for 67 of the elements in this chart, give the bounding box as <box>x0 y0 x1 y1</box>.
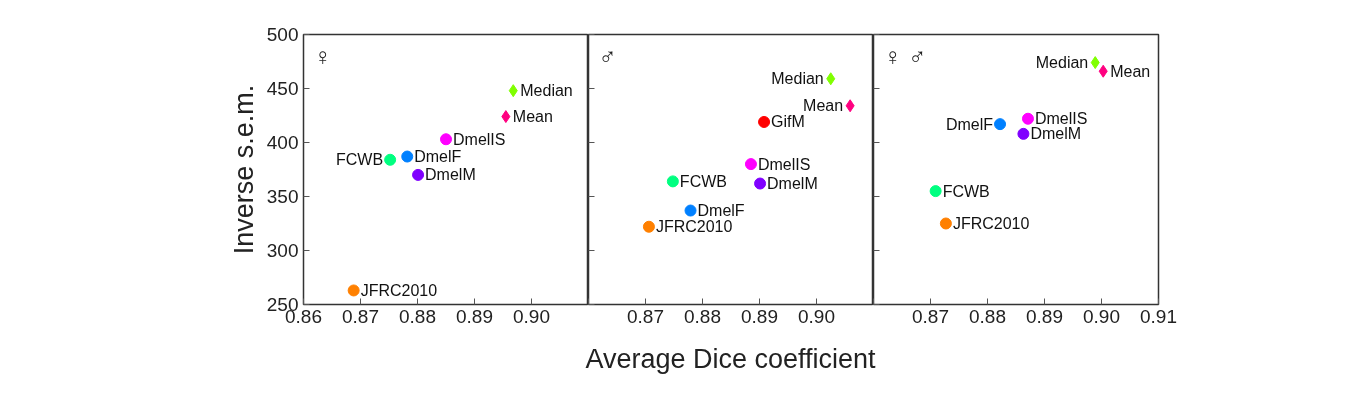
series-label: DmelM <box>425 166 476 184</box>
series-label: GifM <box>771 113 805 131</box>
x-tick-label: 0.90 <box>798 305 835 327</box>
y-tick-label: 350 <box>266 186 299 207</box>
y-tick-label: 400 <box>266 132 299 153</box>
series-label: FCWB <box>336 151 384 169</box>
point <box>1098 64 1108 78</box>
x-tick-label: 0.88 <box>969 305 1006 327</box>
point <box>508 84 518 98</box>
point <box>642 220 655 233</box>
x-tick-label: 0.87 <box>912 305 949 327</box>
point <box>1090 56 1100 70</box>
point <box>501 110 511 124</box>
point <box>347 284 360 297</box>
x-tick-label: 0.89 <box>456 305 493 327</box>
series-label: FCWB <box>942 182 990 200</box>
series-label: DmelM <box>767 175 818 193</box>
x-tick-label: 0.90 <box>1083 305 1120 327</box>
point <box>1021 112 1034 125</box>
series-label: DmelF <box>945 115 994 133</box>
x-tick-label: 0.91 <box>1140 305 1177 327</box>
series-label: Mean <box>803 97 844 115</box>
point <box>845 99 855 113</box>
series-label: Mean <box>1110 62 1151 80</box>
point <box>826 72 836 86</box>
point <box>754 177 767 190</box>
series-label: Median <box>771 70 824 88</box>
y-tick-label: 500 <box>266 24 299 45</box>
point <box>758 115 771 128</box>
series-label: JFRC2010 <box>360 281 438 299</box>
point <box>401 150 414 163</box>
series-label: Median <box>520 82 573 100</box>
x-tick-label: 0.89 <box>741 305 778 327</box>
series-label: JFRC2010 <box>655 218 733 236</box>
x-tick-label: 0.88 <box>684 305 721 327</box>
series-label: Median <box>1035 54 1089 72</box>
point <box>994 118 1007 131</box>
chart-title: ♀ <box>313 42 332 70</box>
series-label: JFRC2010 <box>952 215 1030 232</box>
series-label: DmelIS <box>757 155 811 173</box>
point <box>440 133 452 146</box>
series-label: DmelF <box>697 202 745 220</box>
x-tick-label: 0.87 <box>627 305 664 327</box>
series-label: FCWB <box>679 172 727 190</box>
chart-title: ♀ ♂ <box>883 42 927 70</box>
x-tick-label: 0.87 <box>342 305 379 327</box>
series-label: DmelIS <box>453 130 506 148</box>
point <box>666 175 679 188</box>
x-tick-label: 0.88 <box>399 305 436 327</box>
point <box>929 185 942 198</box>
x-axis-title: Average Dice coefficient <box>585 343 876 376</box>
point <box>1017 127 1030 140</box>
point <box>684 204 697 217</box>
point <box>744 158 757 171</box>
point <box>412 168 425 181</box>
series-label: DmelF <box>414 148 462 166</box>
series-label: Mean <box>512 108 553 126</box>
x-tick-label: 0.89 <box>1026 305 1063 327</box>
chart-title: ♂ <box>598 42 617 70</box>
x-tick-label: 0.90 <box>513 305 550 327</box>
point <box>939 217 952 230</box>
series-label: DmelM <box>1030 125 1082 143</box>
point <box>384 153 397 166</box>
y-tick-label: 300 <box>266 240 299 261</box>
y-tick-label: 450 <box>266 78 299 99</box>
series-label: DmelIS <box>1034 110 1088 128</box>
y-axis-title: Inverse s.e.m. <box>228 84 259 255</box>
